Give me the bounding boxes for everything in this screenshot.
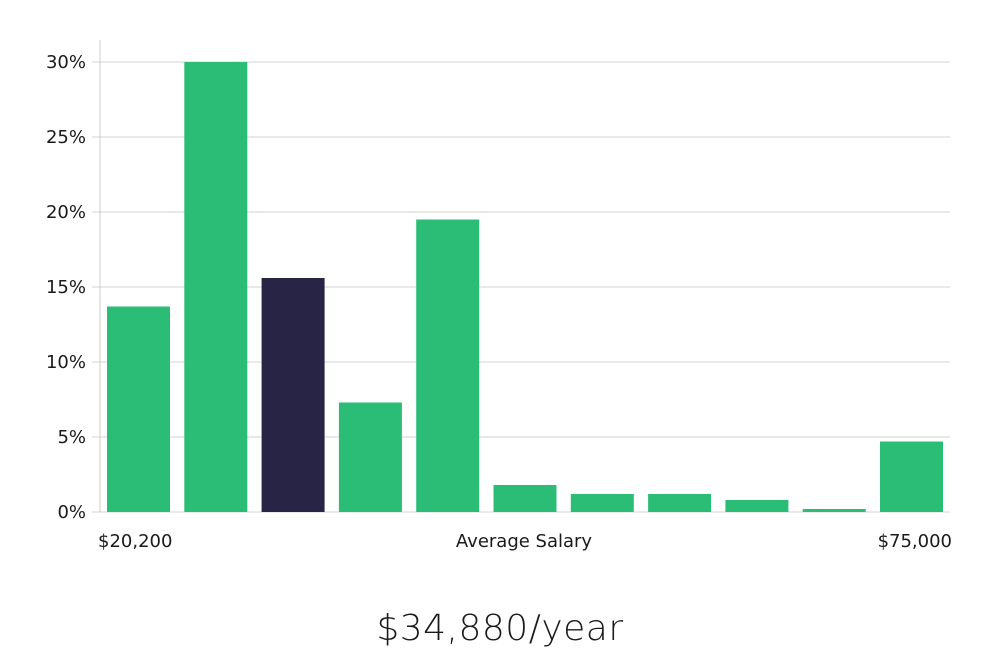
bar <box>725 500 789 512</box>
y-tick-label: 5% <box>57 427 86 448</box>
y-tick-label: 10% <box>46 352 86 373</box>
bar <box>107 306 170 512</box>
bar <box>493 485 557 512</box>
y-tick-label: 30% <box>46 52 86 73</box>
bar <box>648 494 712 512</box>
y-tick-label: 0% <box>57 502 86 523</box>
x-axis-label: Average Salary <box>456 531 593 552</box>
bar <box>416 219 480 512</box>
bar <box>880 441 943 512</box>
bar <box>338 402 402 512</box>
bar <box>802 509 866 512</box>
x-min-label: $20,200 <box>98 531 172 552</box>
y-tick-label: 20% <box>46 202 86 223</box>
bar <box>184 62 248 512</box>
average-salary-headline: $34,880/year <box>376 608 624 649</box>
y-tick-label: 25% <box>46 127 86 148</box>
bar <box>570 494 634 512</box>
bars <box>107 62 943 512</box>
y-tick-label: 15% <box>46 277 86 298</box>
bar-highlighted <box>261 278 325 512</box>
x-max-label: $75,000 <box>878 531 952 552</box>
y-tick-labels: 0% 5% 10% 15% 20% 25% 30% <box>46 52 86 523</box>
salary-histogram: 0% 5% 10% 15% 20% 25% 30% $20,200 Average Sala… <box>46 40 952 552</box>
